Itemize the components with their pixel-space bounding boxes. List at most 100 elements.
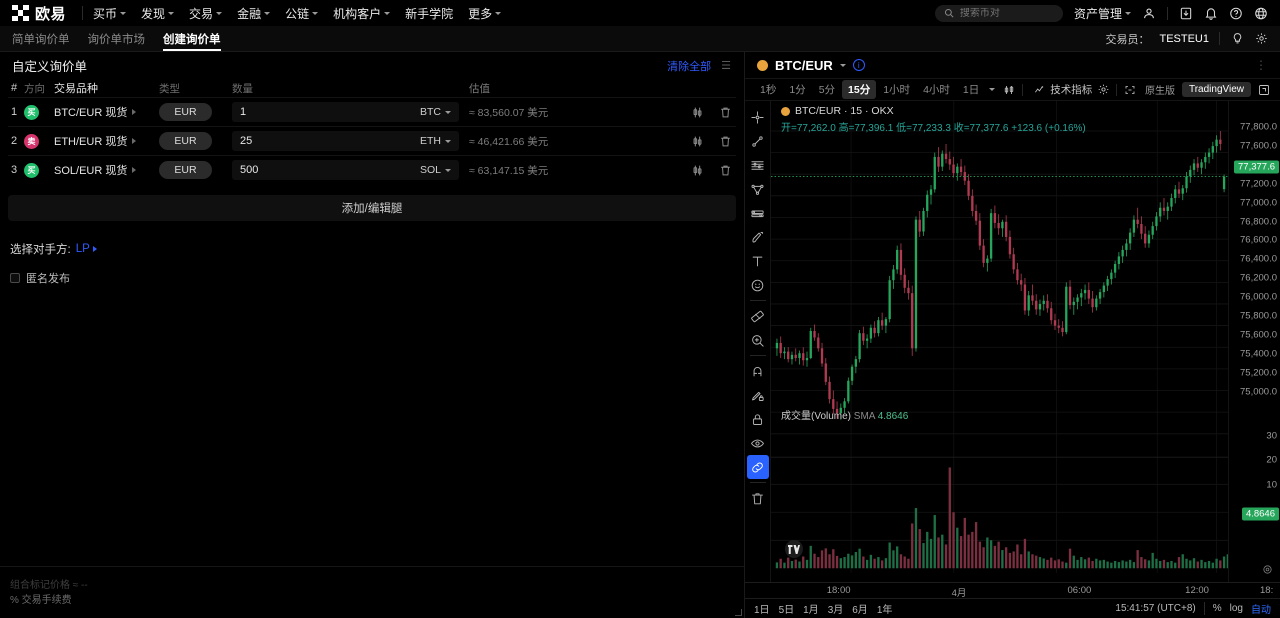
help-icon[interactable] <box>1229 6 1243 20</box>
side-badge[interactable]: 买 <box>24 162 39 178</box>
timeframe-4[interactable]: 1小时 <box>883 84 911 96</box>
timeframe-more-icon[interactable] <box>989 88 996 91</box>
globe-icon[interactable] <box>1254 6 1268 20</box>
row-quantity[interactable]: ETH <box>232 131 459 151</box>
native-mode-button[interactable]: 原生版 <box>1144 86 1175 97</box>
delete-icon[interactable] <box>718 134 732 148</box>
range-4[interactable]: 6月 <box>852 605 868 616</box>
okx-logo[interactable]: 欧易 <box>12 3 66 24</box>
counterparty-select[interactable]: LP <box>76 243 97 255</box>
row-side[interactable]: 买 <box>24 104 54 120</box>
magnet-icon[interactable] <box>747 359 769 383</box>
row-quantity[interactable]: SOL <box>232 160 459 180</box>
fullscreen-chart-icon[interactable] <box>1123 83 1137 97</box>
tab-2[interactable]: 创建询价单 <box>163 26 221 51</box>
range-5[interactable]: 1年 <box>876 605 893 616</box>
expand-icon[interactable] <box>1257 83 1271 97</box>
tab-0[interactable]: 简单询价单 <box>12 33 70 46</box>
timeframe-1[interactable]: 1分 <box>789 84 806 96</box>
log-scale-button[interactable]: log <box>1229 603 1243 614</box>
type-pill[interactable]: EUR <box>159 161 212 179</box>
price-axis[interactable]: 77,800.077,600.077,400.077,200.077,000.0… <box>1228 101 1280 582</box>
unit-select[interactable]: BTC <box>420 106 451 118</box>
timeframe-5[interactable]: 4小时 <box>923 84 950 96</box>
add-edit-leg-button[interactable]: 添加/编辑腿 <box>8 195 736 221</box>
resize-handle[interactable] <box>735 609 742 616</box>
row-quantity[interactable]: BTC <box>232 102 459 122</box>
range-1[interactable]: 5日 <box>778 605 795 616</box>
type-pill[interactable]: EUR <box>159 103 212 121</box>
trend-line-icon[interactable] <box>747 129 769 153</box>
quantity-input[interactable] <box>240 164 420 176</box>
search-input[interactable] <box>959 7 1055 19</box>
nav-item-7[interactable]: 更多 <box>468 5 502 22</box>
candlestick-icon[interactable] <box>690 134 704 148</box>
price-axis-gear-icon[interactable] <box>1262 564 1273 578</box>
search-box[interactable] <box>934 4 1063 22</box>
row-type[interactable]: EUR <box>159 132 232 150</box>
nav-item-4[interactable]: 公链 <box>285 5 319 22</box>
pitchfork-icon[interactable] <box>747 177 769 201</box>
nav-item-1[interactable]: 发现 <box>141 5 175 22</box>
chevron-down-icon[interactable] <box>839 64 846 67</box>
row-type[interactable]: EUR <box>159 103 232 121</box>
nav-item-2[interactable]: 交易 <box>189 5 223 22</box>
bulb-icon[interactable] <box>1230 32 1244 46</box>
long-short-position-icon[interactable] <box>747 201 769 225</box>
gear-icon[interactable] <box>1254 32 1268 46</box>
anonymous-publish-checkbox[interactable]: 匿名发布 <box>10 270 744 286</box>
plot-area[interactable]: BTC/EUR · 15 · OKX 开=77,262.0 高=77,396.1… <box>771 101 1228 582</box>
time-axis[interactable]: 18:00 4月 06:00 12:00 18: <box>745 582 1280 599</box>
row-side[interactable]: 卖 <box>24 133 54 149</box>
checkbox-icon[interactable] <box>10 273 20 283</box>
horizontal-lines-icon[interactable] <box>747 153 769 177</box>
nav-item-0[interactable]: 买币 <box>93 5 127 22</box>
chart-panel-menu-icon[interactable]: ⋮ <box>1255 58 1268 72</box>
nav-item-6[interactable]: 新手学院 <box>405 5 453 22</box>
timeframe-3[interactable]: 15分 <box>842 80 877 99</box>
side-badge[interactable]: 买 <box>24 104 39 120</box>
zoom-icon[interactable] <box>747 328 769 352</box>
nav-item-5[interactable]: 机构客户 <box>333 5 391 22</box>
tradingview-mode-button[interactable]: TradingView <box>1181 82 1251 97</box>
timeframe-2[interactable]: 5分 <box>818 84 836 96</box>
user-icon[interactable] <box>1142 6 1156 20</box>
eye-icon[interactable] <box>747 431 769 455</box>
brush-icon[interactable] <box>747 225 769 249</box>
row-instrument[interactable]: ETH/EUR 现货 <box>54 133 159 149</box>
ruler-icon[interactable] <box>747 304 769 328</box>
chart-settings-gear-icon[interactable] <box>1096 83 1110 97</box>
range-0[interactable]: 1日 <box>754 605 770 616</box>
candlestick-type-icon[interactable] <box>1002 83 1016 97</box>
lock-icon[interactable] <box>747 407 769 431</box>
row-type[interactable]: EUR <box>159 161 232 179</box>
info-icon[interactable]: i <box>852 59 865 71</box>
type-pill[interactable]: EUR <box>159 132 212 150</box>
nav-item-3[interactable]: 金融 <box>237 5 271 22</box>
bell-icon[interactable] <box>1204 6 1218 20</box>
auto-scale-button[interactable]: 自动 <box>1251 605 1271 616</box>
pencil-lock-icon[interactable] <box>747 383 769 407</box>
clear-all-button[interactable]: 清除全部 <box>667 60 712 73</box>
candlestick-icon[interactable] <box>690 105 704 119</box>
row-instrument[interactable]: SOL/EUR 现货 <box>54 162 159 178</box>
emoji-icon[interactable] <box>747 273 769 297</box>
text-icon[interactable] <box>747 249 769 273</box>
quantity-input[interactable] <box>240 135 420 147</box>
delete-icon[interactable] <box>718 105 732 119</box>
download-icon[interactable] <box>1179 6 1193 20</box>
timeframe-0[interactable]: 1秒 <box>760 84 777 96</box>
delete-icon[interactable] <box>718 163 732 177</box>
range-2[interactable]: 1月 <box>803 605 819 616</box>
tradingview-logo-icon[interactable] <box>785 540 803 558</box>
side-badge[interactable]: 卖 <box>24 133 39 149</box>
percent-scale-button[interactable]: % <box>1212 603 1222 614</box>
candlestick-icon[interactable] <box>690 163 704 177</box>
link-icon[interactable] <box>746 455 769 479</box>
crosshair-icon[interactable] <box>747 105 769 129</box>
asset-management-menu[interactable]: 资产管理 <box>1074 5 1131 22</box>
unit-select[interactable]: SOL <box>420 164 451 176</box>
row-instrument[interactable]: BTC/EUR 现货 <box>54 104 159 120</box>
trash-icon[interactable] <box>747 486 769 510</box>
indicators-button[interactable]: 技术指标 <box>1029 82 1096 97</box>
